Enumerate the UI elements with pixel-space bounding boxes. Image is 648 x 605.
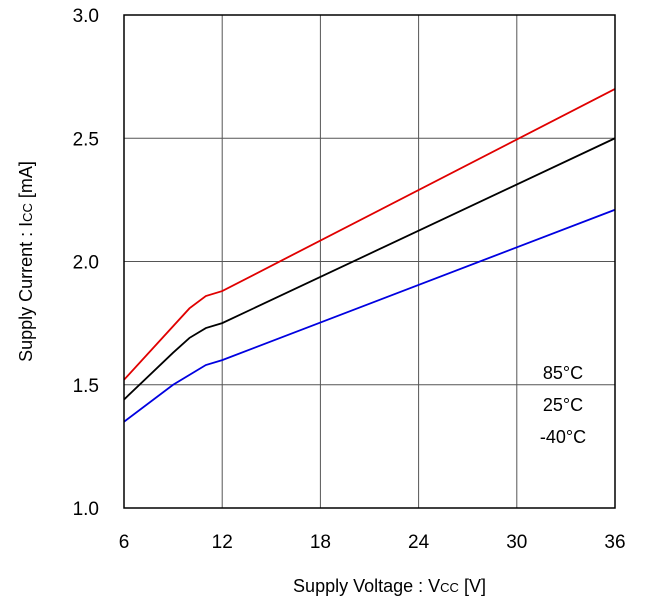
x-tick-label: 24 [408, 532, 430, 553]
y-axis-title: Supply Current : ICC [mA] [16, 161, 36, 362]
y-tick-label: 2.5 [73, 129, 99, 150]
y-tick-label: 3.0 [73, 6, 99, 27]
x-tick-label: 12 [212, 532, 233, 553]
annotation-25c: 25°C [543, 395, 583, 415]
series-line-2 [123, 208, 616, 423]
y-tick-label: 1.0 [73, 499, 99, 520]
annotation-minus40c: -40°C [540, 427, 586, 447]
series-lines [123, 88, 616, 423]
x-tick-labels: 6 12 18 24 30 36 [119, 532, 626, 553]
y-tick-labels: 1.0 1.5 2.0 2.5 3.0 [73, 6, 99, 520]
x-tick-label: 36 [604, 532, 625, 553]
grid-lines [124, 15, 615, 508]
annotation-85c: 85°C [543, 363, 583, 383]
y-tick-label: 2.0 [73, 253, 99, 274]
x-axis-title: Supply Voltage : VCC [V] [293, 576, 486, 596]
plot-frame [123, 14, 616, 509]
series-line-0 [123, 88, 616, 381]
x-tick-label: 30 [506, 532, 527, 553]
x-tick-label: 6 [119, 532, 130, 553]
y-tick-label: 1.5 [73, 376, 99, 397]
x-tick-label: 18 [310, 532, 331, 553]
series-line-1 [123, 137, 616, 401]
